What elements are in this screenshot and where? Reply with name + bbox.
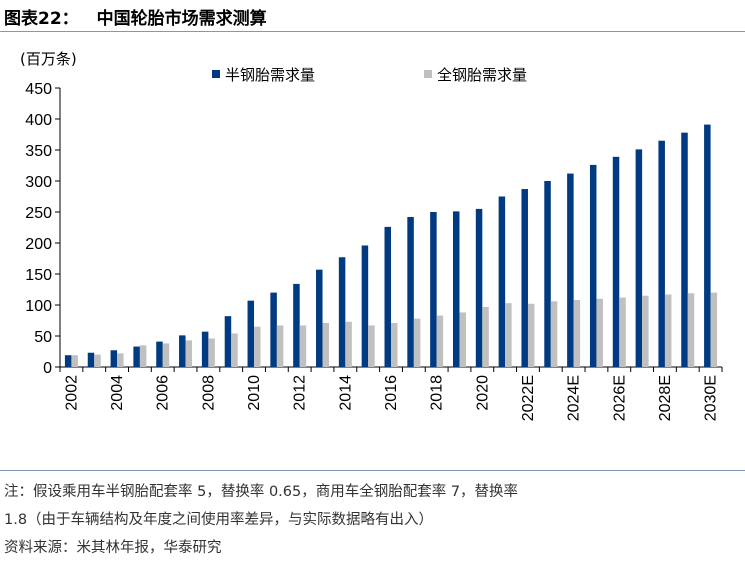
title-rule [0, 31, 745, 32]
bar-semi-steel-2014 [338, 257, 346, 367]
bar-semi-steel-2029E [681, 132, 688, 367]
bar-semi-steel-2005 [133, 346, 140, 367]
bar-semi-steel-2017 [407, 216, 414, 367]
bar-semi-steel-2027E [635, 149, 643, 367]
bar-full-steel-2014 [345, 321, 352, 367]
x-tick-label: 2010 [246, 375, 263, 411]
bar-full-steel-2005 [139, 345, 147, 367]
y-tick-label: 50 [34, 329, 52, 346]
bar-semi-steel-2020 [475, 208, 483, 367]
figure-title: 图表22： 中国轮胎市场需求测算 [4, 4, 285, 29]
bar-semi-steel-2028E [658, 140, 665, 367]
bar-full-steel-2010 [254, 326, 261, 367]
x-tick-label: 2020 [474, 375, 491, 411]
bar-full-steel-2030E [710, 292, 718, 367]
bar-semi-steel-2003 [87, 352, 95, 367]
bar-full-steel-2028E [664, 294, 672, 367]
bar-full-steel-2015 [368, 325, 375, 367]
y-tick-label: 100 [25, 298, 52, 315]
x-tick-label: 2014 [337, 375, 354, 411]
bar-full-steel-2013 [322, 322, 330, 367]
bar-semi-steel-2023E [544, 181, 551, 367]
bar-semi-steel-2010 [247, 300, 255, 367]
bar-chart: (百万条) 0 50 100 150 200 250 300 350 400 450 2002 2004… [20, 50, 723, 421]
bar-full-steel-2007 [185, 340, 193, 367]
x-tick-label: 2028E [657, 375, 674, 421]
bar-semi-steel-2024E [567, 173, 574, 367]
bar-semi-steel-2016 [384, 226, 391, 367]
bar-full-steel-2023E [550, 301, 558, 367]
bar-semi-steel-2011 [270, 292, 277, 367]
bar-full-steel-2021 [505, 303, 512, 367]
bar-semi-steel-2021 [498, 196, 506, 367]
legend-swatch [424, 70, 432, 78]
y-tick-label: 0 [43, 360, 52, 377]
bar-semi-steel-2012 [293, 283, 300, 367]
bar-semi-steel-2008 [201, 331, 209, 367]
y-tick-label: 250 [25, 205, 52, 222]
bar-full-steel-2012 [299, 325, 307, 367]
bar-full-steel-2026E [619, 297, 626, 367]
x-tick-label: 2002 [63, 375, 80, 411]
bar-full-steel-2011 [276, 325, 284, 367]
bar-full-steel-2022E [527, 303, 535, 367]
note-line-2: 1.8（由于车辆结构及年度之间使用率差异，与实际数据略有出入） [4, 512, 434, 528]
bar-semi-steel-2025E [589, 164, 597, 367]
x-tick-label: 2018 [429, 375, 446, 411]
figure-label: 图表22： [4, 9, 79, 29]
y-tick-label: 200 [25, 236, 52, 253]
x-tick-label: 2026E [611, 375, 628, 421]
bar-full-steel-2020 [482, 306, 489, 367]
x-tick-label: 2024E [566, 375, 583, 421]
y-tick-label: 350 [25, 143, 52, 160]
bar-semi-steel-2022E [521, 189, 528, 367]
y-tick-label: 150 [25, 267, 52, 284]
bar-full-steel-2025E [596, 298, 603, 367]
bar-semi-steel-2006 [156, 341, 163, 367]
bar-semi-steel-2026E [612, 156, 620, 367]
bar-full-steel-2019 [459, 312, 466, 367]
x-tick-label: 2004 [109, 375, 126, 411]
legend-label: 全钢胎需求量 [437, 66, 527, 84]
bar-full-steel-2016 [391, 322, 398, 367]
bar-semi-steel-2007 [179, 335, 186, 367]
bar-full-steel-2008 [208, 338, 215, 367]
bar-semi-steel-2018 [430, 212, 437, 367]
bar-full-steel-2017 [413, 318, 421, 367]
bar-full-steel-2004 [117, 353, 124, 367]
note-line-1: 注：假设乘用车半钢胎配套率 5，替换率 0.65，商用车全钢胎配套率 7，替换率 [4, 484, 519, 500]
figure-title-text: 中国轮胎市场需求测算 [96, 9, 267, 29]
source: 资料来源：米其林年报，华泰研究 [4, 540, 222, 556]
bar-full-steel-2027E [642, 295, 649, 367]
x-tick-label: 2030E [703, 375, 720, 421]
bar-full-steel-2006 [162, 343, 170, 367]
bar-full-steel-2003 [94, 354, 101, 367]
x-tick-label: 2016 [383, 375, 400, 411]
bar-full-steel-2018 [436, 315, 444, 367]
x-tick-label: 2012 [292, 375, 309, 411]
unit-label: (百万条) [20, 50, 77, 68]
y-tick-label: 300 [25, 174, 52, 191]
y-tick-label: 400 [25, 112, 52, 129]
footer-rule [0, 470, 745, 471]
y-tick-label: 450 [25, 81, 52, 98]
bar-semi-steel-2013 [316, 269, 323, 367]
bar-semi-steel-2009 [224, 316, 232, 367]
bar-semi-steel-2019 [452, 211, 460, 367]
bar-full-steel-2029E [687, 293, 695, 367]
legend-swatch [212, 70, 220, 78]
bar-semi-steel-2004 [110, 350, 118, 367]
x-tick-label: 2008 [200, 375, 217, 411]
legend-label: 半钢胎需求量 [225, 66, 315, 84]
bar-full-steel-2002 [71, 355, 78, 367]
x-tick-label: 2006 [155, 375, 172, 411]
bar-full-steel-2009 [231, 333, 238, 367]
bar-semi-steel-2002 [64, 355, 72, 367]
bar-semi-steel-2015 [361, 245, 369, 367]
bar-semi-steel-2030E [704, 124, 711, 367]
bar-full-steel-2024E [573, 300, 581, 367]
x-tick-label: 2022E [520, 375, 537, 421]
